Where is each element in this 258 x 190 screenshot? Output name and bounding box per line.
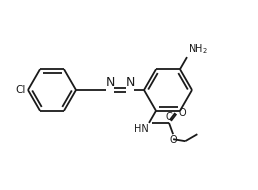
Text: N: N — [105, 76, 115, 89]
Text: O: O — [169, 135, 177, 145]
Text: NH$_2$: NH$_2$ — [188, 42, 208, 56]
Text: HN: HN — [134, 124, 149, 134]
Text: C: C — [166, 112, 172, 122]
Text: Cl: Cl — [16, 85, 26, 95]
Text: O: O — [178, 108, 186, 118]
Text: N: N — [125, 76, 135, 89]
